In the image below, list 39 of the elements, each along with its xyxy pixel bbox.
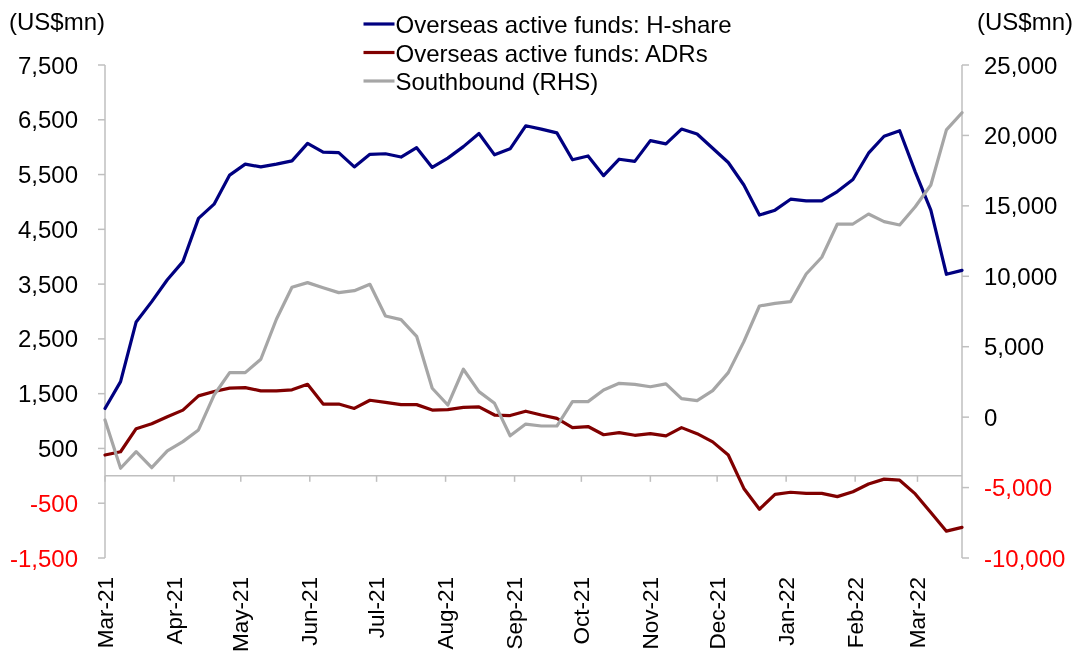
y2-tick-label: 15,000 [984,192,1058,220]
x-tick-label: May-21 [228,577,254,653]
y-tick-label: 4,500 [17,215,78,243]
y-tick-label: 5,500 [17,161,78,189]
legend-label: Southbound (RHS) [395,67,599,95]
line-series [103,111,964,470]
legend-label: Overseas active funds: ADRs [395,39,708,66]
y2-tick-label: 25,000 [984,51,1058,79]
y-axis-title: (US$mn) [9,7,106,35]
x-tick-label: Jun-21 [297,577,323,646]
y-tick-label: 3,500 [17,270,78,298]
x-tick-label: Aug-21 [433,577,459,650]
y-tick-label: -1,500 [9,544,78,572]
y2-tick-label: -5,000 [984,474,1053,502]
line-series [103,382,964,533]
y2-tick-label: 0 [984,403,998,431]
x-tick-label: Oct-21 [568,577,594,645]
y2-tick-label: 10,000 [984,262,1058,290]
x-tick-label: Mar-21 [92,577,118,649]
y-tick-label: -500 [29,489,78,517]
x-tick-label: Sep-21 [502,577,528,650]
x-tick-label: Mar-22 [904,577,930,649]
x-tick-label: Nov-21 [637,577,663,650]
y2-tick-label: 20,000 [984,121,1058,149]
y-tick-label: 500 [37,434,78,462]
y2-axis-title: (US$mn) [977,7,1074,35]
y-tick-label: 1,500 [17,380,78,408]
y2-tick-label: 5,000 [984,333,1045,361]
y-tick-label: 6,500 [17,106,78,134]
line-series [103,124,964,411]
legend-label: Overseas active funds: H-share [395,10,732,38]
x-tick-label: Feb-22 [842,577,868,649]
x-tick-label: Jan-22 [773,577,799,646]
y-tick-label: 2,500 [17,325,78,353]
x-tick-label: Apr-21 [161,577,187,645]
x-tick-label: Dec-21 [704,577,730,650]
y-tick-label: 7,500 [17,51,78,79]
y2-tick-label: -10,000 [984,544,1066,572]
x-tick-label: Jul-21 [364,577,390,639]
